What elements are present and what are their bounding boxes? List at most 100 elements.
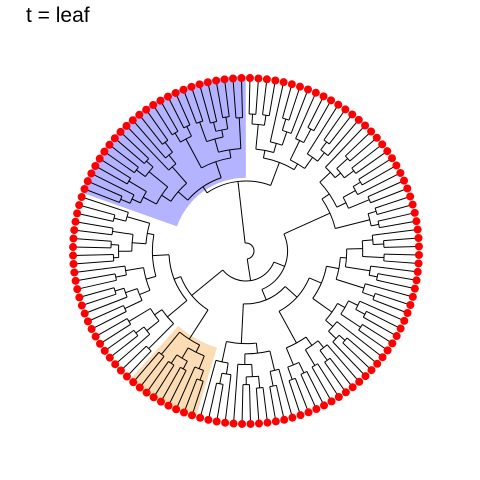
branch-edge: [74, 229, 113, 236]
branch-edge: [270, 162, 280, 186]
branch-edge: [126, 216, 150, 224]
branch-arc: [307, 127, 315, 132]
branch-arc: [261, 233, 289, 290]
branch-edge: [317, 152, 325, 162]
branch-edge: [114, 333, 151, 365]
branch-edge: [288, 380, 302, 416]
branch-arc: [222, 261, 275, 282]
tip-point: [142, 388, 151, 397]
tip-point: [311, 88, 320, 97]
tip-point: [156, 397, 165, 406]
tip-point: [204, 415, 213, 424]
tip-point: [212, 76, 221, 85]
tip-point: [334, 100, 343, 109]
branch-edge: [319, 171, 331, 183]
branch-edge: [174, 132, 181, 143]
branch-edge: [128, 308, 151, 322]
branch-edge: [328, 330, 337, 339]
branch-edge: [240, 303, 244, 344]
tip-point: [367, 366, 376, 375]
branch-edge: [241, 384, 244, 424]
branch-edge: [191, 269, 224, 296]
tip-point: [403, 184, 412, 193]
branch-edge: [365, 283, 413, 298]
branch-edge: [362, 239, 373, 242]
branch-edge: [84, 188, 120, 203]
tip-point: [413, 225, 422, 234]
tip-point: [410, 208, 419, 217]
tip-point: [95, 339, 104, 348]
branch-arc: [155, 186, 169, 205]
tip-point: [383, 346, 392, 355]
tip-point: [100, 147, 109, 156]
tip-point: [163, 92, 172, 101]
branch-edge: [358, 329, 388, 351]
branch-edge: [190, 86, 204, 122]
tip-point: [149, 393, 158, 402]
branch-arc: [113, 287, 117, 295]
branch-edge: [351, 143, 383, 169]
branch-arc: [312, 266, 327, 299]
branch-edge: [372, 299, 408, 314]
branch-arc: [180, 276, 209, 311]
branch-edge: [251, 364, 253, 377]
tip-point: [238, 419, 247, 428]
tip-point: [388, 154, 397, 163]
branch-edge: [282, 84, 293, 119]
branch-edge: [167, 300, 188, 318]
branch-edge: [175, 92, 191, 126]
branch-edge: [323, 109, 346, 141]
branch-edge: [160, 100, 179, 132]
tip-point: [279, 78, 288, 87]
branch-arc: [362, 311, 367, 318]
tip-point: [75, 201, 84, 210]
tip-points: [69, 74, 423, 428]
tip-point: [388, 339, 397, 348]
tip-point: [70, 268, 79, 277]
branch-edge: [317, 340, 325, 348]
tip-point: [80, 309, 89, 318]
branch-edge: [325, 319, 334, 327]
branch-edge: [128, 180, 147, 192]
tip-point: [396, 324, 405, 333]
branch-arc: [111, 228, 114, 235]
branch-edge: [213, 122, 217, 132]
branch-edge: [145, 109, 169, 141]
tip-point: [135, 110, 144, 119]
tip-point: [188, 411, 197, 420]
tip-point: [229, 419, 238, 428]
branch-edge: [328, 114, 353, 145]
branch-arc: [305, 340, 319, 351]
branch-edge: [216, 384, 224, 422]
tip-point: [129, 378, 138, 387]
branch-arc: [328, 321, 338, 332]
tip-point: [304, 408, 313, 417]
branch-edge: [377, 273, 417, 281]
branch-arc: [278, 277, 310, 312]
branch-edge: [115, 274, 127, 278]
branch-edge: [246, 258, 252, 281]
tip-point: [396, 168, 405, 177]
branch-edge: [91, 311, 127, 330]
tip-point: [408, 292, 417, 301]
tip-point: [110, 134, 119, 143]
branch-arc: [290, 159, 305, 169]
branch-edge: [79, 287, 115, 298]
branch-edge: [219, 373, 223, 384]
branch-arc: [320, 149, 329, 157]
tip-point: [271, 417, 280, 426]
tip-point: [187, 82, 196, 91]
branch-edge: [348, 199, 370, 209]
branch-edge: [160, 367, 181, 402]
branch-edge: [300, 374, 317, 410]
branch-edge: [362, 256, 385, 259]
tip-point: [367, 127, 376, 136]
branch-edge: [221, 341, 227, 362]
tip-point: [116, 127, 125, 136]
branch-arc: [118, 196, 123, 203]
branch-edge: [319, 350, 328, 361]
branch-edge: [342, 342, 372, 371]
tip-point: [116, 366, 125, 375]
branch-edge: [183, 378, 198, 413]
branch-edge: [170, 354, 178, 364]
